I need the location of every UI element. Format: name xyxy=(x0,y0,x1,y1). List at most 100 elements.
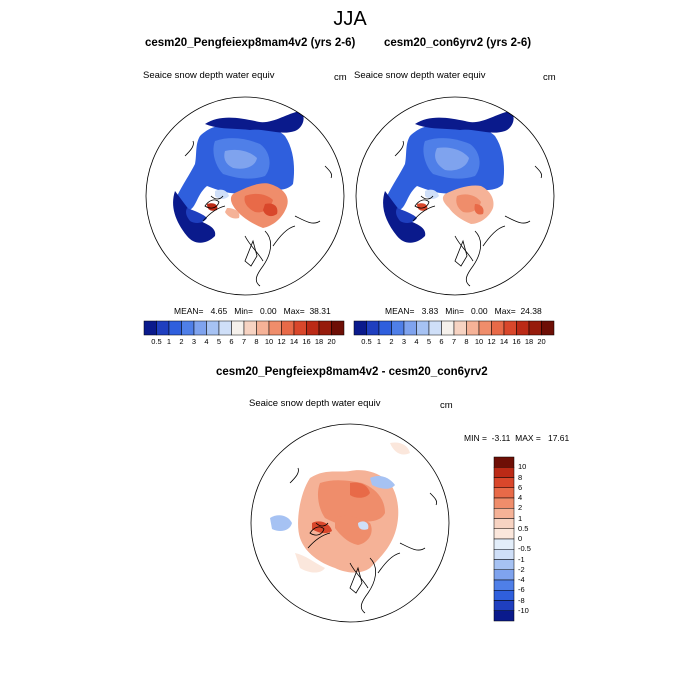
right-colorbar-box xyxy=(453,320,467,336)
diff-colorbar-box xyxy=(493,590,515,601)
diff-colorbar-box xyxy=(493,477,515,488)
left-colorbar-tick-label: 3 xyxy=(191,337,197,346)
right-max-value: 24.38 xyxy=(520,306,542,316)
right-colorbar-tick-label: 18 xyxy=(524,337,534,346)
right-min-value: 0.00 xyxy=(471,306,488,316)
diff-polar-map xyxy=(250,423,450,623)
right-stats: MEAN= 3.83 Min= 0.00 Max= 24.38 xyxy=(385,306,542,316)
right-colorbar-tick-label: 0.5 xyxy=(361,337,372,346)
diff-min-label: MIN = xyxy=(464,433,487,443)
right-colorbar-box xyxy=(378,320,392,336)
left-stats: MEAN= 4.65 Min= 0.00 Max= 38.31 xyxy=(174,306,331,316)
left-colorbar-box xyxy=(168,320,182,336)
right-colorbar-box xyxy=(503,320,517,336)
left-colorbar-tick-label: 18 xyxy=(314,337,324,346)
left-colorbar-box xyxy=(231,320,245,336)
left-colorbar-box xyxy=(256,320,270,336)
left-min-value: 0.00 xyxy=(260,306,277,316)
left-min-label: Min= xyxy=(234,306,253,316)
right-colorbar-tick-label: 20 xyxy=(537,337,546,346)
right-colorbar-box xyxy=(391,320,405,336)
diff-max-label: MAX = xyxy=(515,433,541,443)
right-colorbar-tick-label: 16 xyxy=(512,337,521,346)
diff-colorbar-box xyxy=(493,487,515,499)
diff-colorbar-box xyxy=(493,549,515,560)
right-colorbar-tick-label: 12 xyxy=(487,337,496,346)
diff-stats: MIN = -3.11 MAX = 17.61 xyxy=(464,433,569,443)
right-colorbar-box xyxy=(516,320,530,336)
right-mean-label: MEAN= xyxy=(385,306,415,316)
left-variable-label: Seaice snow depth water equiv xyxy=(143,70,275,81)
diff-colorbar-tick-label: -0.5 xyxy=(518,544,531,554)
left-max-label: Max= xyxy=(283,306,305,316)
right-colorbar-box xyxy=(528,320,542,336)
right-colorbar-tick-label: 4 xyxy=(414,337,419,346)
left-colorbar-tick-label: 8 xyxy=(254,337,259,346)
left-panel-title: cesm20_Pengfeiexp8mam4v2 (yrs 2-6) xyxy=(145,37,356,49)
diff-colorbar-box xyxy=(493,467,515,478)
diff-colorbar-box xyxy=(493,559,515,570)
left-colorbar-tick-label: 20 xyxy=(327,337,336,346)
diff-colorbar-tick-label: -10 xyxy=(518,605,529,615)
diff-units-label: cm xyxy=(440,400,453,411)
right-max-label: Max= xyxy=(494,306,516,316)
diff-colorbar-box xyxy=(493,508,515,519)
diff-panel-title: cesm20_Pengfeiexp8mam4v2 - cesm20_con6yr… xyxy=(216,366,488,378)
diff-colorbar-tick-label: -4 xyxy=(518,575,525,584)
diff-colorbar-tick-label: 8 xyxy=(518,472,523,482)
figure-title: JJA xyxy=(333,8,367,30)
diff-colorbar-box xyxy=(493,610,515,622)
diff-colorbar-box xyxy=(493,538,515,550)
left-colorbar-box xyxy=(218,320,232,336)
right-colorbar-tick-label: 7 xyxy=(451,337,457,346)
right-colorbar-tick-label: 14 xyxy=(499,337,509,346)
right-min-label: Min= xyxy=(445,306,464,316)
diff-max-value: 17.61 xyxy=(547,433,570,443)
diff-colorbar-tick-label: 0 xyxy=(518,534,523,543)
diff-colorbar xyxy=(493,456,515,622)
left-colorbar-box xyxy=(243,320,257,336)
diff-colorbar-box xyxy=(493,528,515,540)
left-colorbar xyxy=(143,320,345,336)
left-colorbar-box xyxy=(331,320,345,336)
right-colorbar-tick-label: 8 xyxy=(464,337,469,346)
left-colorbar-box xyxy=(281,320,295,336)
right-colorbar-box xyxy=(353,320,367,336)
right-colorbar-box xyxy=(491,320,505,336)
left-colorbar-tick-label: 2 xyxy=(179,337,184,346)
diff-colorbar-box xyxy=(493,600,515,611)
diff-colorbar-tick-label: -2 xyxy=(518,564,525,574)
right-colorbar-box xyxy=(466,320,480,336)
right-mean-value: 3.83 xyxy=(421,306,439,316)
right-colorbar-tick-label: 10 xyxy=(474,337,484,346)
left-max-value: 38.31 xyxy=(309,306,331,316)
right-colorbar-box xyxy=(403,320,417,336)
left-colorbar-box xyxy=(268,320,282,336)
left-colorbar-tick-label: 1 xyxy=(166,337,172,346)
diff-colorbar-tick-label: -8 xyxy=(518,595,525,605)
right-polar-map xyxy=(355,96,555,296)
left-colorbar-tick-label: 7 xyxy=(241,337,247,346)
right-panel-title: cesm20_con6yrv2 (yrs 2-6) xyxy=(384,37,532,49)
diff-colorbar-tick-label: -6 xyxy=(518,585,525,595)
diff-colorbar-box xyxy=(493,569,515,581)
left-colorbar-box xyxy=(206,320,220,336)
diff-colorbar-box xyxy=(493,518,515,529)
diff-colorbar-tick-label: 0.5 xyxy=(518,523,529,533)
left-mean-label: MEAN= xyxy=(174,306,204,316)
right-colorbar xyxy=(353,320,555,336)
left-colorbar-tick-label: 4 xyxy=(204,337,209,346)
right-colorbar-tick-label: 6 xyxy=(439,337,444,346)
right-colorbar-box xyxy=(366,320,380,336)
left-colorbar-tick-label: 10 xyxy=(264,337,274,346)
left-colorbar-box xyxy=(193,320,207,336)
right-units-label: cm xyxy=(543,72,556,83)
left-colorbar-tick-label: 12 xyxy=(277,337,286,346)
left-polar-map xyxy=(145,96,345,296)
left-colorbar-tick-label: 6 xyxy=(229,337,234,346)
diff-colorbar-tick-label: -1 xyxy=(518,554,525,564)
diff-colorbar-tick-label: 10 xyxy=(518,462,527,472)
left-colorbar-tick-label: 14 xyxy=(289,337,299,346)
left-colorbar-box xyxy=(293,320,307,336)
left-colorbar-tick-label: 0.5 xyxy=(151,337,162,346)
